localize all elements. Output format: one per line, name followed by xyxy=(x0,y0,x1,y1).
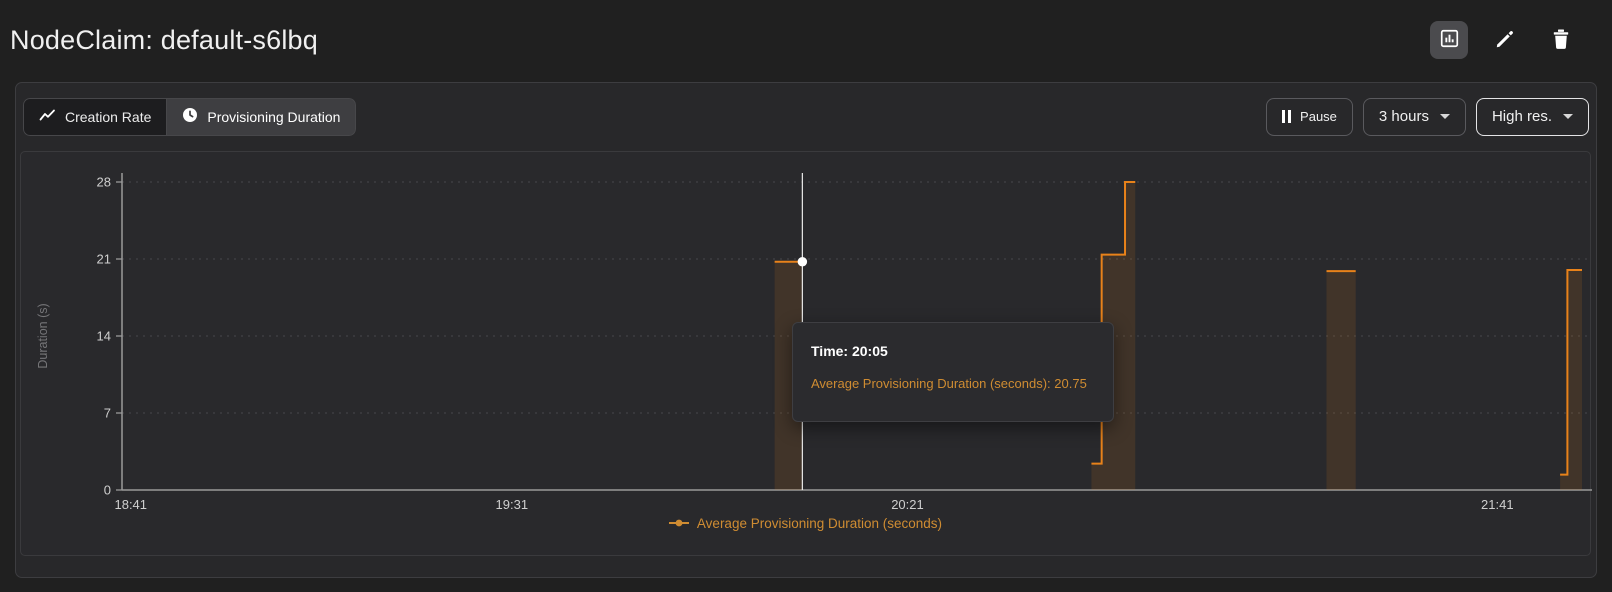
tab-creation-rate[interactable]: Creation Rate xyxy=(23,97,167,136)
edit-icon xyxy=(1494,28,1516,53)
svg-text:19:31: 19:31 xyxy=(496,497,529,512)
delete-icon xyxy=(1551,28,1571,53)
chevron-down-icon xyxy=(1439,114,1450,119)
svg-text:18:41: 18:41 xyxy=(114,497,147,512)
panel-view-button[interactable] xyxy=(1430,21,1468,59)
metric-tabs: Creation Rate Provisioning Duration xyxy=(23,97,357,136)
svg-text:Duration (s): Duration (s) xyxy=(36,303,50,368)
legend-label: Average Provisioning Duration (seconds) xyxy=(696,516,943,531)
svg-text:7: 7 xyxy=(104,406,111,421)
header-actions xyxy=(1430,21,1580,59)
clock-icon xyxy=(182,107,198,126)
tab-provisioning-duration[interactable]: Provisioning Duration xyxy=(166,97,357,136)
resolution-value: High res. xyxy=(1491,108,1552,125)
page-title: NodeClaim: default-s6lbq xyxy=(10,24,318,55)
legend-item-avg-provisioning-duration[interactable]: Average Provisioning Duration (seconds) xyxy=(21,516,1590,531)
tab-label: Creation Rate xyxy=(65,108,152,125)
svg-text:20:21: 20:21 xyxy=(891,497,924,512)
metric-panel: Creation Rate Provisioning Duration Paus… xyxy=(15,82,1597,578)
svg-text:21:41: 21:41 xyxy=(1481,497,1514,512)
svg-text:14: 14 xyxy=(97,329,111,344)
toolbar-controls: Pause 3 hours High res. xyxy=(1266,97,1589,136)
provisioning-duration-chart: 0 7 14 21 28 18:41 19:31 20:21 21:41 Duration (s)… xyxy=(20,151,1592,556)
delete-button[interactable] xyxy=(1542,21,1580,59)
panel-toolbar: Creation Rate Provisioning Duration Paus… xyxy=(16,83,1596,137)
pause-label: Pause xyxy=(1300,109,1337,124)
chart-tooltip: Time: 20:05 Average Provisioning Duratio… xyxy=(792,322,1114,422)
tab-label: Provisioning Duration xyxy=(207,108,341,125)
tooltip-value: Average Provisioning Duration (seconds):… xyxy=(811,376,1087,391)
chevron-down-icon xyxy=(1563,114,1573,119)
tooltip-time: Time: 20:05 xyxy=(811,343,888,359)
svg-text:21: 21 xyxy=(97,252,111,267)
pause-button[interactable]: Pause xyxy=(1266,97,1353,136)
svg-text:28: 28 xyxy=(97,175,111,190)
time-range-dropdown[interactable]: 3 hours xyxy=(1362,97,1466,136)
edit-button[interactable] xyxy=(1486,21,1524,59)
time-range-value: 3 hours xyxy=(1378,108,1429,125)
bar-chart-icon xyxy=(1439,28,1460,52)
page-header: NodeClaim: default-s6lbq xyxy=(0,0,1612,80)
series-marker-icon xyxy=(668,516,689,531)
pause-icon xyxy=(1282,110,1292,123)
trend-line-icon xyxy=(39,108,56,125)
resolution-dropdown[interactable]: High res. xyxy=(1475,97,1589,136)
svg-text:0: 0 xyxy=(104,483,111,498)
